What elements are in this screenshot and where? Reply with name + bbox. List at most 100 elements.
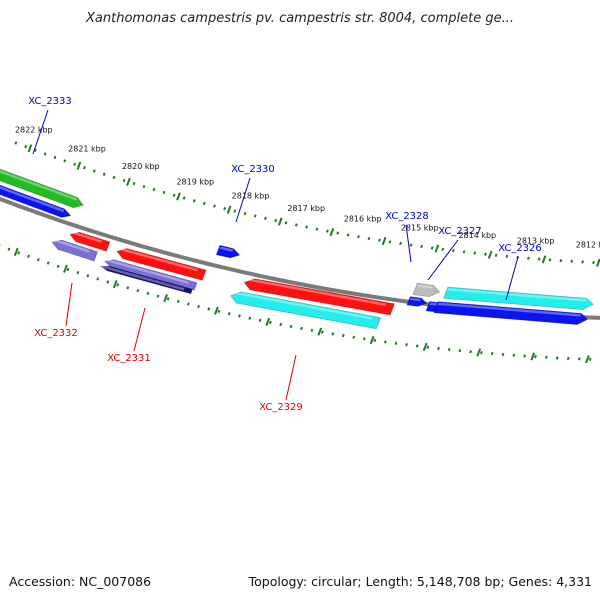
minor-tick (142, 184, 146, 189)
minor-tick (136, 288, 140, 293)
genome-map-canvas[interactable]: 2822 kbp 2821 kbp 2820 kbp 2819 kbp 2818 kbp… (0, 96, 600, 413)
gene-highlight (53, 238, 90, 253)
minor-tick (53, 155, 57, 160)
gene-label-XC_2326[interactable]: XC_2326 (498, 243, 542, 254)
gene-label-XC_2327[interactable]: XC_2327 (438, 226, 482, 237)
major-tick (434, 244, 440, 253)
minor-tick (426, 345, 430, 349)
minor-tick (378, 238, 381, 242)
minor-tick (534, 355, 537, 359)
minor-tick (202, 201, 206, 206)
minor-tick (383, 340, 387, 344)
gene-leader-line (65, 282, 73, 327)
minor-tick (24, 145, 28, 149)
minor-tick (116, 283, 120, 287)
minor-tick (300, 326, 303, 331)
minor-tick (566, 356, 570, 361)
gene-arrow-XC_2332b[interactable] (51, 239, 99, 262)
minor-tick (279, 322, 283, 327)
major-tick (422, 342, 428, 352)
gene-arrow-small[interactable] (406, 296, 428, 307)
minor-tick (106, 280, 110, 284)
minor-tick (362, 337, 366, 341)
major-tick (76, 161, 82, 170)
minor-tick (207, 307, 211, 311)
minor-tick (102, 172, 106, 176)
gene-arrow-XC_2328[interactable] (412, 282, 441, 298)
gene-highlight (101, 265, 185, 291)
minor-tick (494, 253, 498, 257)
minor-tick (213, 204, 216, 208)
minor-tick (152, 187, 156, 192)
gene-leader-line (285, 354, 297, 401)
minor-tick (559, 258, 563, 263)
minor-tick (176, 299, 180, 304)
minor-tick (14, 141, 18, 145)
kbp-label: 2820 kbp (122, 162, 160, 171)
minor-tick (437, 346, 440, 351)
gene-arrow-XC_2329[interactable] (243, 278, 396, 316)
minor-tick (346, 233, 350, 237)
minor-tick (227, 312, 231, 316)
gene-arrow-XC_2327[interactable] (443, 286, 594, 311)
minor-tick (217, 309, 221, 313)
minor-tick (197, 304, 201, 309)
major-tick (381, 236, 387, 246)
minor-tick (501, 352, 505, 357)
major-tick (176, 192, 181, 201)
gene-arrow-XC_2332[interactable] (69, 231, 111, 252)
gene-label-XC_2333[interactable]: XC_2333 (28, 96, 72, 107)
major-tick (112, 280, 118, 289)
minor-tick (126, 286, 130, 290)
minor-tick (341, 333, 345, 338)
gene-label-XC_2330[interactable]: XC_2330 (231, 164, 275, 175)
minor-tick (83, 165, 86, 170)
gene-highlight (417, 284, 434, 289)
outer-tick-row (14, 141, 600, 267)
minor-tick (243, 211, 247, 216)
minor-tick (63, 159, 67, 163)
kbp-label: 2822 kbp (15, 126, 53, 135)
minor-tick (479, 351, 483, 355)
minor-tick (253, 214, 257, 218)
gene-highlight (447, 288, 587, 302)
minor-tick (325, 229, 329, 233)
minor-tick (592, 260, 595, 265)
kbp-label: 2818 kbp (232, 192, 270, 201)
minor-tick (367, 236, 371, 241)
gene-arrow-XC_2329b[interactable] (230, 291, 382, 330)
gene-arrow-XC_2330[interactable] (215, 244, 241, 259)
minor-tick (56, 264, 60, 268)
minor-tick (86, 274, 90, 278)
major-tick (265, 317, 271, 327)
gene-arrow-XC_2333[interactable] (0, 162, 84, 209)
gene-arrow-XC_2331c[interactable] (99, 265, 194, 295)
minor-tick (182, 196, 186, 200)
gene-label-XC_2329[interactable]: XC_2329 (259, 402, 303, 413)
major-tick (541, 255, 547, 264)
minor-tick (284, 221, 288, 225)
minor-tick (420, 244, 424, 249)
gene-arrow-XC_2331b[interactable] (103, 259, 198, 291)
gene-highlight (0, 186, 65, 213)
minor-tick (132, 181, 136, 186)
minor-tick (33, 148, 37, 152)
kbp-label: 2817 kbp (287, 204, 325, 213)
minor-tick (399, 241, 402, 246)
gene-label-XC_2331[interactable]: XC_2331 (107, 353, 151, 364)
minor-tick (264, 216, 267, 220)
kbp-label: 2821 kbp (68, 145, 106, 154)
minor-tick (373, 338, 377, 343)
gene-label-XC_2332[interactable]: XC_2332 (34, 328, 78, 339)
gene-highlight (246, 278, 386, 306)
gene-arrow-XC_2331[interactable] (116, 248, 207, 281)
gene-arrow-XC_2326[interactable] (433, 301, 589, 326)
minor-tick (172, 193, 176, 197)
gene-arrow-XC_2333b[interactable] (0, 176, 72, 218)
gene-highlight (105, 258, 189, 284)
minor-tick (336, 231, 340, 235)
gene-label-XC_2328[interactable]: XC_2328 (385, 211, 429, 222)
gene-leader-line (32, 109, 49, 155)
minor-tick (451, 248, 455, 253)
